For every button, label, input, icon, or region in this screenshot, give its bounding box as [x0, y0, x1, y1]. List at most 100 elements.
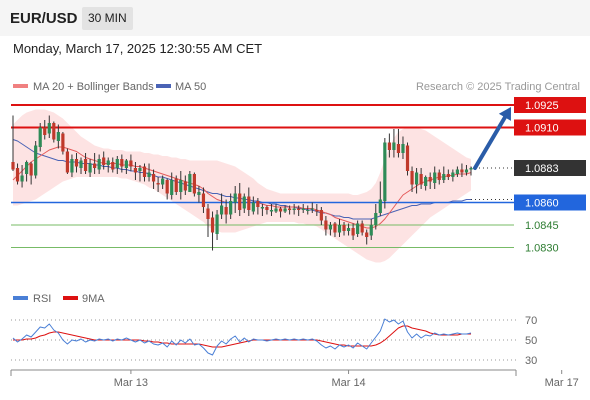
candle-body	[374, 213, 378, 225]
bollinger-band	[13, 109, 471, 263]
candle-body	[324, 220, 328, 230]
candle-body	[387, 142, 391, 150]
candle-body	[147, 172, 151, 177]
current-price-label: 1.0883	[525, 163, 559, 175]
resistance-price-tag	[514, 97, 586, 113]
candle-body	[97, 159, 101, 170]
candle-body	[328, 225, 333, 230]
candle-body	[151, 174, 156, 182]
candle-body	[242, 196, 246, 209]
candle-body	[442, 174, 446, 180]
candle-body	[238, 193, 242, 210]
candle-body	[301, 208, 305, 210]
rsi-axis-tick: 70	[525, 315, 537, 327]
candle-body	[179, 180, 183, 192]
candle-body	[333, 223, 337, 233]
candle-body	[342, 225, 346, 231]
candle-body	[464, 169, 469, 173]
candle-body	[20, 175, 24, 182]
candle-body	[310, 208, 314, 210]
symbol-label: EUR/USD	[10, 10, 78, 27]
candle-body	[201, 193, 206, 207]
candle-body	[70, 159, 74, 173]
candle-body	[25, 162, 29, 174]
legend-rsi-ma-label: 9MA	[82, 293, 105, 305]
forecast-arrow-head	[498, 107, 511, 121]
candle-body	[106, 160, 110, 165]
candle-body	[56, 132, 60, 141]
candle-body	[315, 210, 319, 212]
candle-body	[88, 163, 92, 173]
candle-body	[383, 142, 387, 201]
legend-rsi-label: RSI	[33, 293, 51, 305]
candle-body	[451, 172, 455, 177]
candle-body	[206, 208, 210, 219]
candle-body	[469, 168, 473, 170]
legend-ma20-swatch	[13, 84, 28, 88]
legend-ma50-swatch	[156, 84, 171, 88]
header-bar: EUR/USD 30 MIN	[0, 0, 590, 36]
candle-body	[15, 168, 20, 182]
credit-text: Research © 2025 Trading Central	[416, 81, 580, 93]
candle-body	[428, 177, 432, 182]
candle-body	[188, 174, 192, 192]
candle-body	[446, 174, 450, 177]
candle-body	[83, 159, 88, 171]
candle-body	[419, 174, 423, 185]
candle-body	[247, 196, 251, 210]
candle-body	[297, 208, 301, 210]
legend-ma20-label: MA 20 + Bollinger Bands	[33, 81, 154, 93]
candle-body	[192, 174, 196, 194]
support-price-label: 1.0845	[525, 220, 559, 232]
candle-body	[165, 180, 169, 194]
resistance-price-label: 1.0925	[525, 100, 559, 112]
candle-body	[124, 160, 128, 168]
candle-body	[233, 193, 237, 203]
rsi-axis-tick: 30	[525, 355, 537, 367]
timestamp: Monday, March 17, 2025 12:30:55 AM CET	[13, 41, 263, 56]
x-axis-label: Mar 13	[114, 377, 148, 389]
rsi-ma-line	[13, 325, 471, 348]
legend-rsi-ma-swatch	[63, 296, 78, 300]
candle-body	[102, 157, 106, 165]
candle-body	[396, 144, 401, 153]
candle-body	[369, 225, 373, 236]
pivot-price-label: 1.0860	[525, 198, 559, 210]
candle-body	[356, 223, 360, 234]
candle-body	[414, 172, 419, 185]
candle-body	[292, 208, 296, 210]
candle-body	[251, 202, 255, 212]
timeframe-button[interactable]: 30 MIN	[82, 7, 133, 30]
legend-rsi-swatch	[13, 296, 28, 300]
candle-body	[378, 199, 382, 213]
candle-body	[455, 169, 459, 174]
candle-body	[142, 166, 147, 177]
resistance-price-tag	[514, 119, 586, 136]
forecast-arrow-shaft	[473, 115, 507, 170]
candle-body	[174, 178, 178, 192]
candle-body	[278, 208, 283, 212]
current-price-tag	[514, 160, 586, 176]
candle-body	[120, 159, 124, 167]
candle-body	[224, 207, 228, 215]
rsi-axis-tick: 50	[525, 335, 537, 347]
candle-body	[129, 160, 133, 167]
candle-body	[138, 168, 142, 171]
pivot-price-tag	[514, 194, 586, 211]
candle-body	[360, 223, 364, 233]
candle-body	[337, 225, 342, 233]
candle-body	[274, 208, 278, 212]
candle-body	[47, 123, 51, 134]
candle-body	[170, 180, 174, 195]
candle-body	[269, 210, 274, 212]
candle-body	[43, 127, 47, 135]
candle-body	[410, 171, 414, 185]
candle-body	[156, 183, 160, 185]
candle-body	[401, 144, 405, 153]
candle-body	[34, 145, 38, 176]
candle-body	[319, 210, 323, 221]
candle-body	[93, 163, 97, 168]
x-axis-label: Mar 17	[545, 377, 579, 389]
